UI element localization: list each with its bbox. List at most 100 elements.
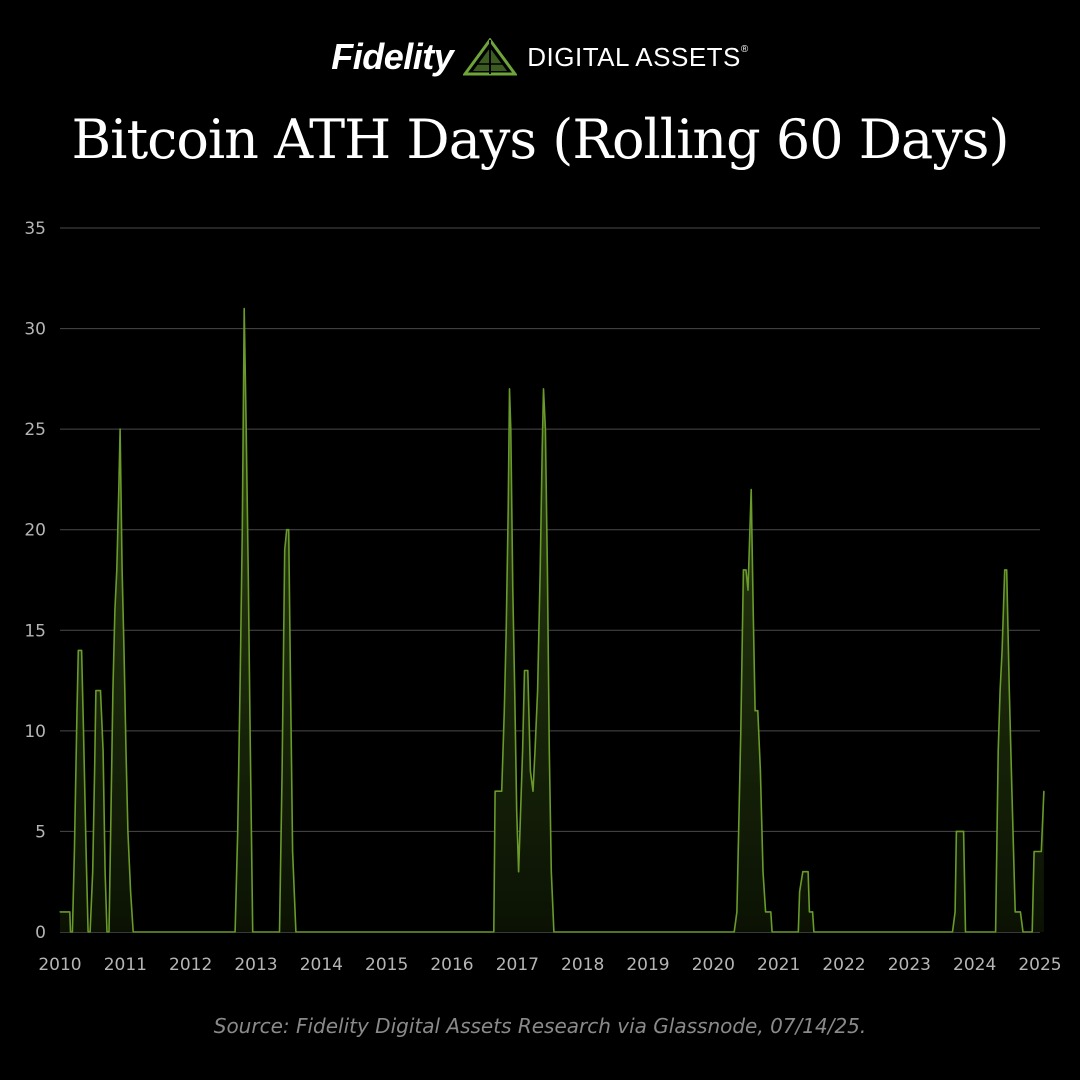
x-tick-label: 2023	[888, 955, 931, 975]
data-point	[1022, 931, 1024, 933]
data-point	[501, 790, 503, 792]
data-point	[762, 871, 764, 873]
data-point	[995, 931, 997, 933]
x-tick-label: 2018	[561, 955, 604, 975]
data-point	[548, 750, 550, 752]
data-point	[69, 911, 71, 913]
data-point	[1014, 911, 1016, 913]
data-point	[239, 669, 241, 672]
brand-subtitle: DIGITAL ASSETS®	[527, 41, 749, 72]
data-point	[102, 750, 104, 752]
data-point	[241, 529, 243, 531]
data-point	[114, 609, 116, 611]
y-tick-label: 15	[24, 621, 46, 641]
data-point	[505, 629, 507, 631]
data-point	[512, 589, 514, 591]
data-point	[532, 790, 534, 792]
data-point	[295, 931, 297, 933]
brand-name: Fidelity	[331, 36, 454, 77]
data-point	[765, 911, 767, 913]
data-point	[243, 307, 245, 310]
data-point	[249, 730, 251, 732]
data-point	[522, 750, 524, 752]
fidelity-pyramid-logo-icon	[463, 38, 518, 76]
data-point	[292, 850, 294, 853]
data-point	[281, 770, 283, 772]
data-point	[237, 830, 239, 833]
data-point	[537, 690, 539, 692]
data-point	[749, 529, 751, 531]
y-tick-label: 5	[35, 822, 46, 842]
y-tick-label: 30	[24, 320, 46, 340]
data-point	[92, 871, 94, 873]
data-point	[278, 931, 281, 933]
data-point	[964, 931, 967, 933]
data-point	[252, 931, 254, 933]
data-point	[771, 931, 773, 933]
data-point	[290, 690, 292, 692]
data-point	[494, 790, 496, 792]
x-tick-label: 2011	[104, 955, 147, 975]
data-point	[520, 810, 522, 812]
data-point	[127, 830, 129, 833]
data-point	[69, 931, 72, 933]
data-point	[516, 810, 518, 812]
data-point	[1004, 569, 1006, 571]
data-point	[234, 931, 236, 933]
x-tick-label: 2024	[953, 955, 996, 975]
x-tick-label: 2014	[300, 955, 343, 975]
data-point	[759, 770, 762, 772]
data-point	[121, 569, 123, 571]
data-point	[1011, 790, 1013, 792]
data-point	[808, 911, 811, 913]
data-point	[742, 569, 745, 571]
data-point	[541, 448, 543, 450]
x-tick-label: 2012	[169, 955, 212, 975]
data-point	[1006, 569, 1008, 571]
data-point	[955, 830, 958, 833]
data-point	[247, 569, 249, 571]
y-tick-label: 25	[24, 420, 46, 440]
data-point	[94, 770, 96, 772]
data-point	[527, 669, 529, 672]
data-point	[288, 529, 290, 531]
data-point	[116, 569, 118, 571]
data-point	[99, 690, 102, 692]
data-point	[1031, 931, 1033, 933]
data-point	[77, 649, 79, 652]
data-point	[1040, 850, 1042, 853]
data-point	[542, 388, 545, 390]
data-point	[750, 488, 752, 491]
brand-header: Fidelity DIGITAL ASSETS®	[0, 36, 1080, 78]
data-point	[546, 569, 549, 571]
x-tick-label: 2021	[757, 955, 800, 975]
data-point	[132, 931, 134, 933]
x-tick-label: 2022	[822, 955, 865, 975]
data-point	[757, 710, 759, 712]
data-point	[797, 931, 799, 933]
data-point	[507, 509, 509, 511]
data-point	[81, 649, 83, 652]
x-tick-label: 2020	[692, 955, 735, 975]
source-note: Source: Fidelity Digital Assets Research…	[213, 1014, 867, 1038]
data-point	[1008, 690, 1010, 692]
data-point	[71, 931, 73, 933]
data-point	[1019, 911, 1022, 913]
data-point	[1033, 850, 1035, 853]
data-point	[802, 871, 804, 873]
data-point	[503, 710, 505, 712]
x-tick-label: 2017	[496, 955, 539, 975]
data-point	[89, 931, 91, 933]
data-point	[493, 931, 495, 933]
data-point	[123, 649, 125, 652]
data-point	[733, 931, 735, 933]
data-point	[245, 428, 247, 430]
data-point	[813, 931, 815, 933]
data-point	[747, 589, 749, 591]
data-point	[125, 750, 127, 752]
data-point	[85, 850, 87, 853]
data-point	[997, 750, 999, 752]
data-point	[110, 810, 112, 812]
